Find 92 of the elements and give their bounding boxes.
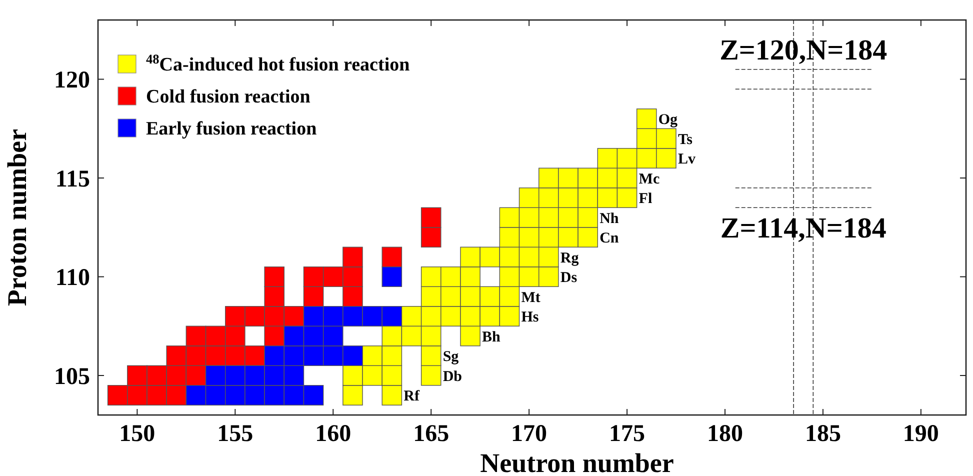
point: [225, 385, 246, 406]
point: [146, 385, 167, 406]
point: [382, 246, 402, 268]
point: [342, 306, 363, 326]
point: [244, 306, 265, 326]
point: [284, 346, 304, 366]
point: [244, 365, 265, 386]
annotation: Cn: [600, 230, 620, 246]
annotation: Bh: [482, 329, 502, 346]
point: [382, 266, 402, 287]
legend-label: Cold fusion reaction: [146, 86, 311, 108]
ref-line-label: Z=120,N=184: [720, 34, 888, 66]
point: [284, 385, 304, 406]
point: [166, 385, 187, 406]
annotation: Ds: [560, 270, 578, 286]
point: [322, 306, 344, 326]
annotation: Lv: [678, 152, 696, 168]
y-axis-title: Proton number: [2, 128, 32, 306]
point: [225, 346, 246, 366]
x-tick-label: 190: [902, 421, 939, 447]
ref-line-label: Z=114,N=184: [720, 212, 886, 245]
point: [186, 326, 206, 346]
annotation: Sg: [442, 349, 460, 365]
point: [303, 306, 324, 326]
annotation: Fl: [638, 191, 652, 207]
y-tick-label: 110: [55, 265, 90, 292]
point: [186, 385, 206, 406]
point: [284, 326, 304, 346]
point: [382, 306, 402, 326]
legend-label: Early fusion reaction: [146, 118, 318, 140]
point: [362, 306, 382, 326]
point: [303, 286, 324, 307]
point: [205, 385, 226, 406]
point: [303, 266, 324, 287]
point: [205, 326, 226, 346]
point: [284, 306, 304, 326]
point: [107, 385, 128, 406]
point: [244, 346, 265, 366]
point: [127, 365, 148, 386]
y-tick-label: 115: [55, 166, 90, 192]
x-tick-label: 165: [413, 421, 450, 447]
x-axis-title: Neutron number: [480, 448, 674, 476]
point: [420, 227, 442, 248]
annotation: Db: [442, 368, 462, 385]
point: [264, 365, 284, 386]
point: [322, 346, 344, 366]
point: [303, 346, 324, 366]
point: [322, 266, 344, 287]
point: [303, 385, 324, 406]
annotation: Hs: [521, 310, 539, 326]
point: [127, 385, 148, 406]
y-tick-label: 120: [54, 68, 90, 94]
point: [342, 346, 363, 366]
point: [225, 306, 246, 326]
point: [264, 385, 284, 406]
point: [322, 326, 344, 346]
annotation: Nh: [600, 210, 620, 227]
x-tick-label: 185: [804, 421, 841, 447]
x-tick-label: 160: [315, 421, 352, 447]
point: [205, 346, 226, 366]
y-tick-label: 105: [54, 364, 90, 390]
annotation: Og: [658, 112, 678, 128]
x-tick-label: 180: [707, 421, 743, 447]
annotation: Rg: [560, 250, 580, 266]
point: [225, 365, 246, 386]
point: [244, 385, 265, 406]
x-tick-label: 170: [511, 421, 548, 447]
x-tick-label: 150: [119, 421, 156, 447]
point: [166, 346, 187, 366]
point: [264, 346, 284, 366]
legend-label: $^{48}$Ca-induced hot fusion reaction: [146, 51, 410, 76]
point: [342, 246, 363, 268]
point: [225, 326, 246, 346]
annotation: Mc: [638, 171, 660, 188]
point: [264, 286, 284, 307]
x-tick-label: 175: [609, 421, 646, 447]
annotation: Rf: [404, 388, 420, 404]
point: [303, 326, 324, 346]
point: [264, 326, 284, 346]
point: [146, 365, 167, 386]
x-tick-label: 155: [217, 421, 254, 447]
point: [205, 365, 226, 386]
point: [420, 207, 442, 228]
point: [284, 365, 304, 386]
point: [186, 346, 206, 366]
annotation: Ts: [678, 132, 693, 148]
annotation: Mt: [521, 290, 540, 306]
point: [264, 306, 284, 326]
point: [264, 266, 284, 287]
point: [342, 286, 363, 307]
point: [342, 266, 363, 287]
point: [166, 365, 187, 386]
